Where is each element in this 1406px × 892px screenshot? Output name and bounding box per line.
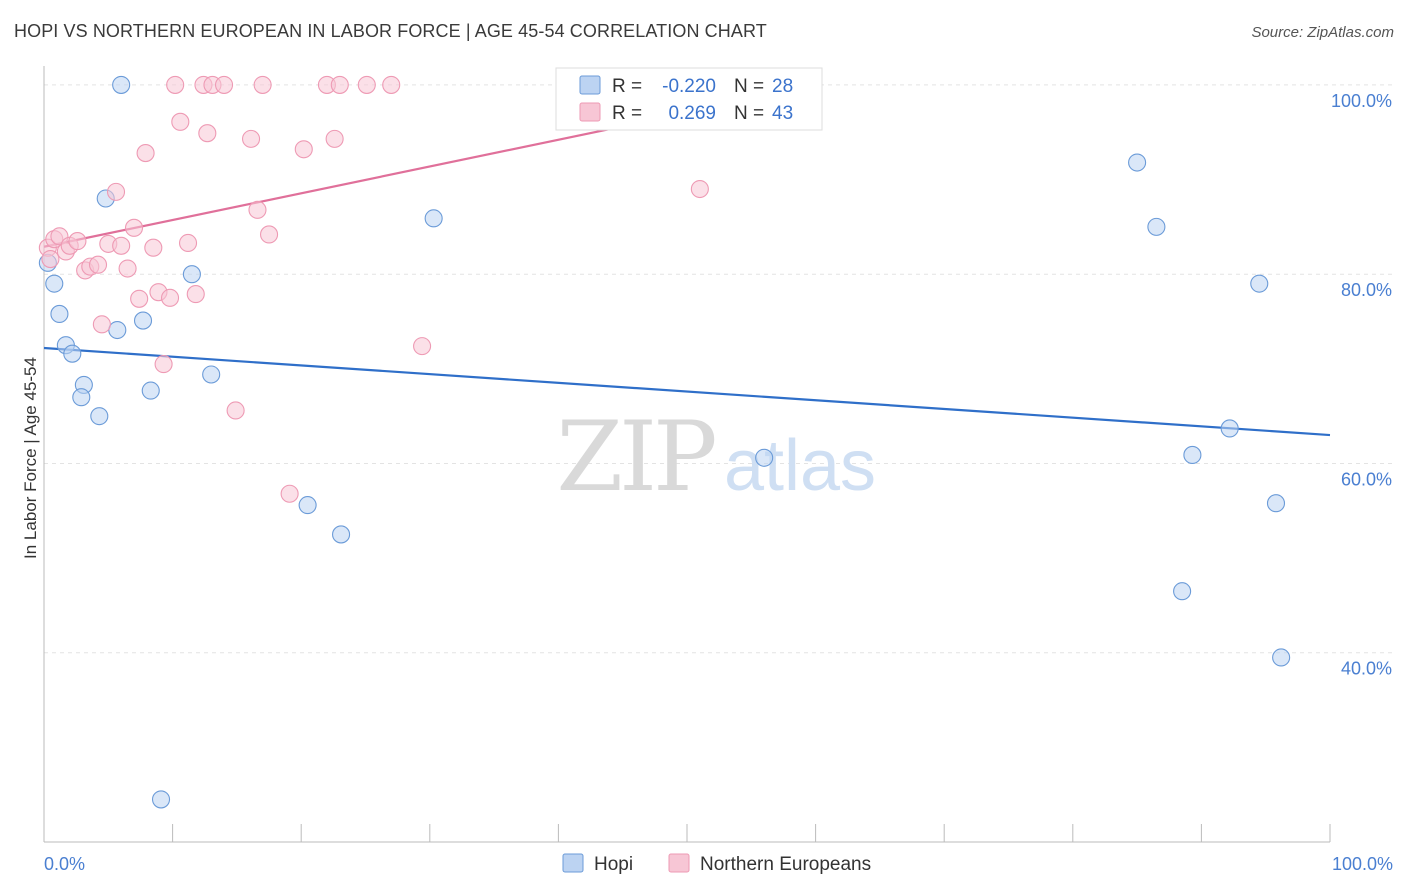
data-point-northern-european (106, 182, 126, 201)
data-point-northern-european (166, 75, 185, 94)
data-point-hopi (1128, 153, 1147, 172)
data-point-hopi (1183, 445, 1202, 464)
stats-n-label: N = (734, 76, 764, 97)
data-point-hopi (108, 320, 127, 340)
data-point-northern-european (136, 144, 155, 163)
data-point-hopi (112, 75, 131, 94)
data-point-northern-european (214, 75, 234, 94)
trend-lines (43, 83, 1331, 437)
data-point-northern-european (118, 259, 137, 278)
legend-label: Northern Europeans (700, 854, 871, 875)
chart-title: HOPI VS NORTHERN EUROPEAN IN LABOR FORCE… (14, 21, 767, 41)
data-point-northern-european (68, 232, 87, 251)
data-point-hopi (755, 448, 774, 467)
data-point-hopi (182, 265, 201, 284)
data-point-hopi (50, 304, 69, 323)
series-legend: Hopi Northern Europeans (562, 853, 871, 875)
stats-r-label: R = (612, 103, 642, 124)
data-point-northern-european (241, 129, 261, 148)
grid (44, 84, 1392, 654)
stats-swatch (579, 75, 601, 95)
data-point-hopi (1147, 217, 1166, 236)
data-points (38, 75, 1291, 809)
data-point-hopi (151, 790, 171, 809)
legend-label: Hopi (594, 854, 633, 875)
stats-n-value: 28 (772, 76, 793, 97)
data-point-northern-european (280, 484, 299, 503)
data-point-hopi (90, 407, 109, 426)
data-point-hopi (1266, 494, 1286, 513)
data-point-hopi (424, 209, 443, 228)
data-point-northern-european (186, 285, 205, 304)
watermark-zip: ZIP (556, 401, 715, 513)
watermark: ZIP atlas (556, 401, 876, 513)
data-point-northern-european (112, 236, 131, 255)
data-point-northern-european (160, 288, 180, 307)
stats-swatch (579, 102, 601, 122)
data-point-northern-european (382, 75, 401, 94)
stats-r-value: -0.220 (662, 76, 716, 97)
data-point-northern-european (259, 225, 279, 244)
stats-n-value: 43 (772, 103, 793, 124)
data-point-hopi (202, 365, 221, 384)
data-point-northern-european (41, 250, 60, 269)
axes (43, 66, 1331, 843)
data-point-northern-european (154, 355, 173, 374)
data-point-hopi (1250, 274, 1269, 293)
data-point-hopi (133, 311, 153, 330)
y-tick-label: 60.0% (1341, 469, 1392, 489)
data-point-northern-european (690, 179, 709, 199)
data-point-hopi (1272, 648, 1291, 667)
y-tick-label: 40.0% (1341, 659, 1392, 679)
tick-labels: 40.0% 60.0% 80.0% 100.0% 0.0% 100.0% (44, 91, 1393, 874)
data-point-hopi (141, 381, 160, 400)
data-point-northern-european (413, 337, 432, 356)
data-point-northern-european (171, 112, 190, 131)
data-point-northern-european (248, 200, 267, 219)
stats-n-label: N = (734, 103, 764, 124)
data-point-northern-european (294, 140, 313, 159)
trend-line-0 (43, 346, 1331, 437)
stats-legend: R = -0.220 N = 28 R = 0.269 N = 43 (555, 67, 823, 131)
data-point-northern-european (88, 255, 108, 274)
data-point-northern-european (92, 315, 111, 334)
chart-source: Source: ZipAtlas.com (1251, 24, 1394, 41)
legend-swatch (562, 853, 584, 873)
data-point-northern-european (144, 238, 163, 257)
data-point-northern-european (226, 401, 245, 420)
y-axis-label: In Labor Force | Age 45-54 (21, 357, 40, 559)
data-point-hopi (1220, 419, 1239, 438)
data-point-hopi (1173, 582, 1192, 601)
data-point-northern-european (330, 75, 349, 94)
x-tick-label: 100.0% (1332, 854, 1393, 874)
y-tick-label: 80.0% (1341, 280, 1392, 300)
watermark-atlas: atlas (724, 426, 876, 506)
data-point-northern-european (357, 75, 376, 94)
data-point-northern-european (178, 233, 198, 253)
data-point-hopi (63, 344, 82, 363)
data-point-hopi (45, 274, 64, 293)
data-point-hopi (72, 388, 91, 407)
data-point-northern-european (198, 124, 217, 143)
y-tick-label: 100.0% (1331, 91, 1392, 111)
data-point-northern-european (124, 218, 144, 237)
data-point-northern-european (130, 289, 149, 308)
data-point-hopi (298, 496, 317, 515)
data-point-northern-european (325, 129, 344, 148)
stats-r-value: 0.269 (668, 103, 716, 124)
legend-swatch (668, 853, 690, 873)
data-point-hopi (332, 525, 351, 544)
data-point-northern-european (253, 75, 272, 94)
stats-r-label: R = (612, 76, 642, 97)
x-tick-label: 0.0% (44, 854, 85, 874)
